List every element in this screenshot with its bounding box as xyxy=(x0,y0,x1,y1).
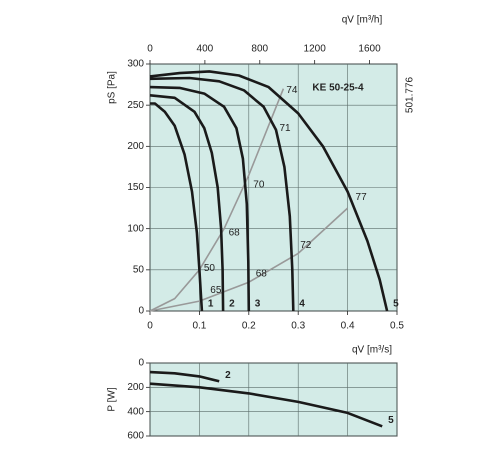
y-tick-label: 600 xyxy=(127,431,144,442)
curve-label: 3 xyxy=(255,299,261,310)
x-tick-label: 0 xyxy=(147,321,153,332)
x2-tick-label: 1600 xyxy=(358,44,381,55)
y-tick-label: 400 xyxy=(127,406,144,417)
x2-tick-label: 0 xyxy=(147,44,153,55)
y-tick-label: 200 xyxy=(127,382,144,393)
efficiency-label: 70 xyxy=(253,180,265,191)
curve-label: 2 xyxy=(229,299,235,310)
y-tick-label: 50 xyxy=(133,264,145,275)
curve-label: 4 xyxy=(299,299,305,310)
y-tick-label: 0 xyxy=(138,358,144,369)
fan-curve xyxy=(149,370,220,383)
chart-title: KE 50-25-4 xyxy=(312,83,364,94)
y-tick-label: 150 xyxy=(127,182,144,193)
fan-curve xyxy=(149,76,295,312)
system-curve xyxy=(149,88,285,312)
x-tick-label: 0.4 xyxy=(341,321,355,332)
x-tick-label: 0.1 xyxy=(192,321,206,332)
curve-label: 5 xyxy=(388,415,394,426)
efficiency-label: 68 xyxy=(229,227,241,238)
curve-label: 5 xyxy=(393,299,399,310)
x-tick-label: 0.2 xyxy=(242,321,256,332)
y-axis-label: P [W] xyxy=(107,387,118,411)
x-axis-label: qV [m³/s] xyxy=(352,345,392,356)
efficiency-label: 50 xyxy=(204,263,216,274)
y-tick-label: 250 xyxy=(127,100,144,111)
y-axis-label: pS [Pa] xyxy=(107,71,118,104)
y-tick-label: 200 xyxy=(127,141,144,152)
efficiency-label: 71 xyxy=(279,123,291,134)
x2-axis-label: qV [m³/h] xyxy=(342,15,383,26)
efficiency-label: 68 xyxy=(256,269,268,280)
y-tick-label: 100 xyxy=(127,223,144,234)
efficiency-label: 72 xyxy=(300,240,312,251)
fan-curve xyxy=(149,85,251,312)
x2-tick-label: 400 xyxy=(197,44,214,55)
efficiency-label: 77 xyxy=(356,192,368,203)
fan-curve xyxy=(149,94,225,312)
y-tick-label: 0 xyxy=(138,306,144,317)
efficiency-label: 65 xyxy=(210,285,222,296)
curve-label: 1 xyxy=(208,299,214,310)
y-tick-label: 300 xyxy=(127,59,144,70)
fan-curve xyxy=(149,382,383,428)
curve-label: 2 xyxy=(225,370,231,381)
x-tick-label: 0.3 xyxy=(291,321,305,332)
x2-tick-label: 1200 xyxy=(304,44,327,55)
x2-tick-label: 800 xyxy=(251,44,268,55)
efficiency-label: 74 xyxy=(286,85,298,96)
x-tick-label: 0.5 xyxy=(390,321,404,332)
fan-curve xyxy=(150,102,204,312)
fan-curve xyxy=(149,70,389,312)
code-label: 501.776 xyxy=(405,76,416,113)
